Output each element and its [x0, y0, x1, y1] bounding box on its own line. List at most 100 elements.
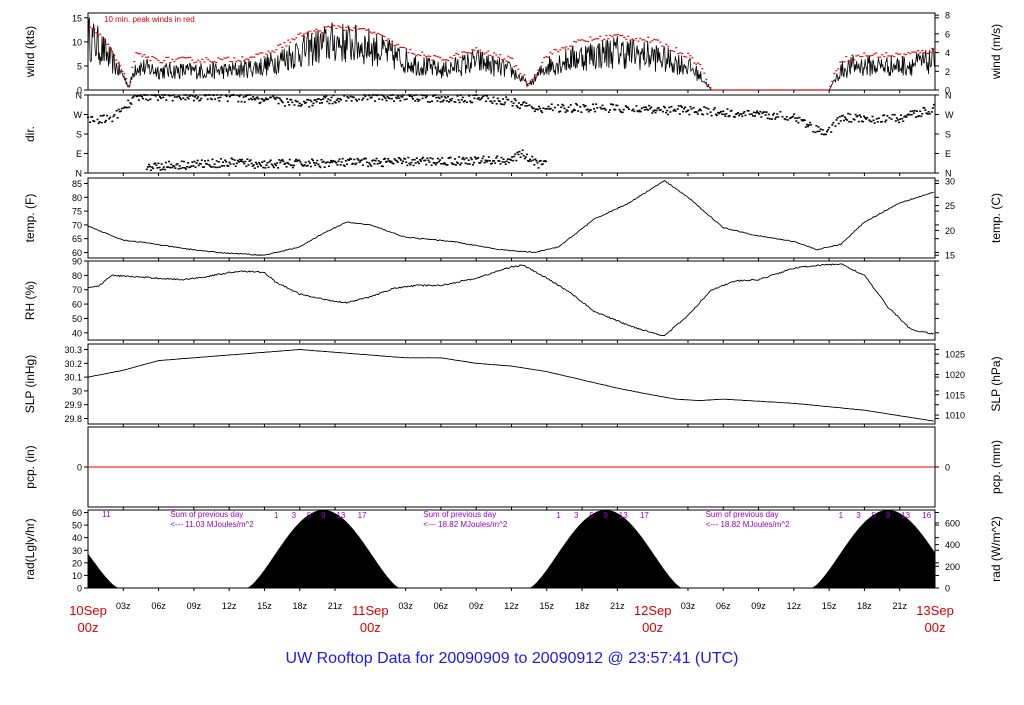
- direction-point: [161, 168, 164, 171]
- direction-point: [752, 111, 755, 114]
- direction-point: [445, 163, 448, 166]
- direction-point: [475, 158, 478, 160]
- peak-wind-mark: [423, 54, 426, 56]
- direction-point: [345, 100, 348, 102]
- direction-point: [439, 101, 442, 103]
- direction-point: [405, 98, 408, 100]
- direction-point: [594, 110, 597, 113]
- peak-wind-mark: [153, 56, 156, 59]
- direction-point: [476, 157, 479, 160]
- direction-point: [334, 102, 337, 104]
- peak-wind-mark: [877, 56, 880, 58]
- direction-point: [315, 100, 318, 103]
- direction-point: [716, 111, 719, 114]
- peak-wind-mark: [255, 53, 258, 55]
- peak-wind-mark: [399, 46, 402, 49]
- peak-wind-mark: [503, 58, 506, 60]
- direction-point: [403, 98, 406, 101]
- direction-point: [857, 120, 860, 123]
- direction-point: [924, 109, 927, 111]
- peak-wind-mark: [193, 62, 196, 64]
- direction-point: [866, 116, 869, 119]
- rad-hour-mark: 1: [556, 511, 561, 520]
- peak-wind-mark: [333, 25, 336, 27]
- peak-wind-mark: [917, 50, 920, 52]
- direction-point: [761, 112, 764, 115]
- peak-wind-mark: [455, 52, 458, 55]
- peak-wind-mark: [593, 38, 596, 40]
- peak-wind-mark: [223, 57, 226, 59]
- direction-point: [909, 110, 912, 113]
- direction-point: [798, 116, 801, 119]
- direction-point: [291, 166, 294, 169]
- peak-wind-mark: [889, 55, 892, 57]
- direction-point: [697, 109, 700, 112]
- direction-point: [186, 165, 189, 168]
- direction-point: [279, 161, 282, 164]
- direction-point: [507, 161, 510, 164]
- peak-wind-mark: [547, 56, 550, 58]
- direction-point: [774, 118, 777, 120]
- peak-wind-mark: [873, 53, 876, 55]
- peak-wind-mark: [335, 27, 338, 30]
- peak-wind-mark: [629, 39, 632, 41]
- direction-point: [420, 94, 423, 96]
- y-axis-label: temp. (F): [23, 194, 37, 243]
- direction-point: [728, 115, 731, 117]
- peak-wind-mark: [679, 52, 682, 54]
- direction-point: [279, 99, 282, 101]
- direction-point: [294, 160, 297, 162]
- direction-point: [262, 166, 265, 169]
- peak-wind-mark: [651, 40, 654, 42]
- direction-point: [767, 113, 770, 116]
- direction-point: [698, 108, 701, 111]
- x-tick-label: 15z: [822, 601, 837, 611]
- direction-point: [295, 100, 298, 103]
- direction-point: [340, 161, 343, 163]
- rad-hour-mark: 13: [901, 511, 910, 520]
- panel-slp: [84, 343, 939, 427]
- direction-point: [319, 166, 322, 169]
- direction-point: [93, 120, 96, 123]
- x-tick-label: 06z: [434, 601, 449, 611]
- panel-dir: [84, 94, 939, 176]
- direction-point: [803, 119, 806, 122]
- direction-point: [208, 94, 211, 96]
- peak-wind-mark: [753, 89, 756, 91]
- direction-point: [280, 159, 283, 162]
- direction-point: [246, 94, 249, 96]
- direction-point: [277, 102, 280, 105]
- direction-point: [362, 158, 365, 160]
- peak-wind-mark: [115, 59, 118, 61]
- direction-point: [405, 161, 408, 163]
- direction-point: [208, 164, 211, 166]
- y-tick-label: 5: [77, 61, 82, 71]
- direction-point: [351, 96, 354, 98]
- y-tick-label: 85: [72, 179, 82, 189]
- direction-point: [260, 98, 263, 100]
- direction-point: [599, 106, 602, 109]
- rad-hour-mark: 13: [336, 511, 345, 520]
- peak-wind-mark: [851, 54, 854, 56]
- direction-point: [157, 162, 160, 165]
- peak-wind-mark: [861, 55, 864, 58]
- direction-point: [759, 110, 762, 113]
- peak-wind-mark: [195, 61, 198, 63]
- direction-point: [373, 100, 376, 102]
- direction-point: [412, 97, 415, 100]
- direction-point: [358, 161, 361, 164]
- peak-wind-mark: [107, 43, 110, 45]
- peak-wind-mark: [157, 59, 160, 61]
- direction-point: [370, 96, 373, 99]
- direction-point: [381, 165, 384, 168]
- direction-point: [417, 100, 420, 102]
- direction-point: [658, 109, 661, 112]
- direction-point: [453, 158, 456, 160]
- direction-point: [212, 94, 215, 96]
- direction-point: [498, 100, 501, 103]
- panel-rad: [84, 509, 939, 591]
- direction-point: [559, 110, 562, 113]
- direction-point: [211, 94, 214, 96]
- peak-wind-mark: [99, 33, 102, 35]
- direction-point: [490, 162, 493, 165]
